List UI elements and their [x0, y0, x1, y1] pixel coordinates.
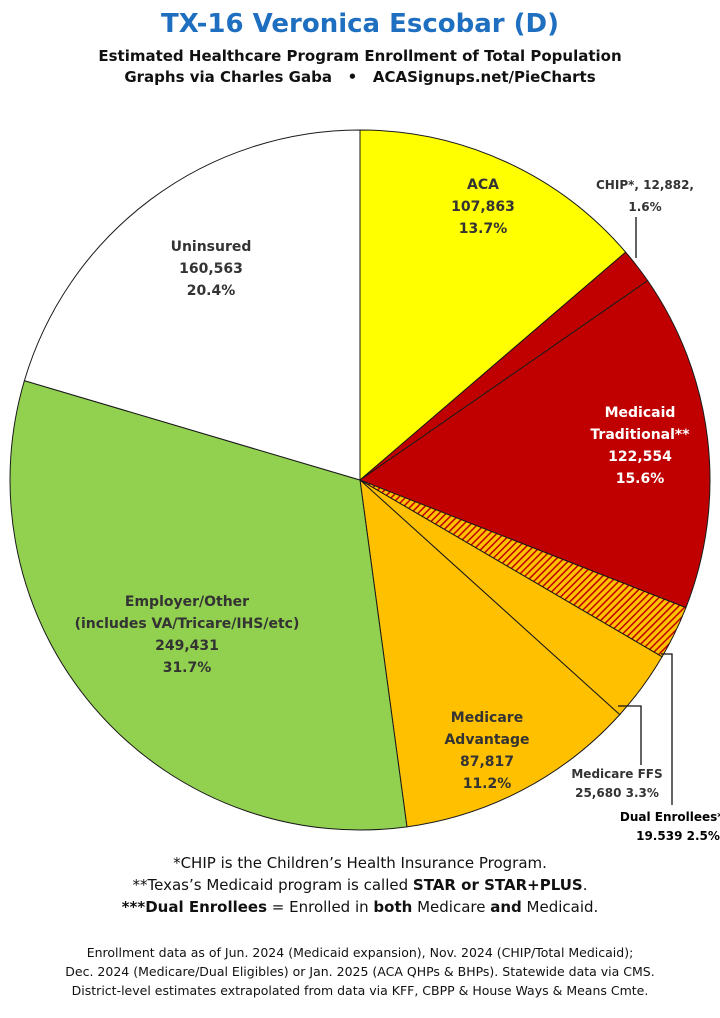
slice-label-chip: CHIP*, 12,882, 1.6% [596, 178, 694, 214]
leader-lines [618, 217, 673, 805]
slice-label-aca-line: 107,863 [451, 199, 515, 215]
leader-line-dual [661, 653, 673, 805]
chart-header: TX-16 Veronica Escobar (D) Estimated Hea… [0, 8, 720, 88]
slice-label-ffs-line: Medicare FFS [571, 767, 662, 781]
slice-labels: ACA 107,863 13.7% CHIP*, 12,882, 1.6% Medicai… [75, 177, 720, 843]
slice-label-dual-line: Dual Enrollees*** [620, 810, 720, 824]
slice-label-medicaid-line: Traditional** [590, 427, 690, 443]
note-dual: ***Dual Enrollees = Enrolled in both Med… [121, 898, 599, 916]
pie-chart-container: ACA 107,863 13.7% CHIP*, 12,882, 1.6% Medicai… [0, 110, 720, 843]
slice-label-ffs-line: 25,680 3.3% [575, 786, 659, 800]
pie-slice-uninsured [23, 129, 361, 481]
source-line-1: Enrollment data as of Jun. 2024 (Medicai… [86, 945, 634, 960]
slice-label-ma-line: Medicare [451, 710, 523, 726]
slice-label-employer-line: Employer/Other [125, 594, 249, 610]
slice-label-employer: Employer/Other (includes VA/Tricare/IHS/e… [75, 594, 300, 676]
slice-label-uninsured-line: Uninsured [171, 239, 252, 255]
slice-label-employer-line: 31.7% [163, 660, 212, 676]
slice-label-dual-line: 19,539 2.5% [636, 829, 720, 840]
slice-label-ma: Medicare Advantage 87,817 11.2% [444, 710, 529, 792]
pie-slice-ma [359, 478, 621, 828]
slice-label-ma-line: Advantage [444, 732, 529, 748]
slice-label-uninsured-line: 20.4% [187, 283, 236, 299]
pie-slices [9, 129, 711, 831]
slice-label-uninsured: Uninsured 160,563 20.4% [171, 239, 252, 299]
slice-label-medicaid-line: Medicaid [605, 405, 676, 421]
slice-label-employer-line: 249,431 [155, 638, 219, 654]
slice-label-dual: Dual Enrollees*** 19,539 2.5% [620, 810, 720, 840]
slice-label-uninsured-line: 160,563 [179, 261, 243, 277]
chart-credit: Graphs via Charles Gaba • ACASignups.net… [124, 68, 596, 86]
source-line-3: District-level estimates extrapolated fr… [71, 983, 649, 998]
slice-label-aca: ACA 107,863 13.7% [451, 177, 515, 237]
note-chip: *CHIP is the Children’s Health Insurance… [173, 854, 547, 872]
pie-chart: ACA 107,863 13.7% CHIP*, 12,882, 1.6% Medicai… [9, 129, 720, 843]
slice-label-chip-line: 1.6% [628, 200, 661, 214]
slice-label-medicaid: Medicaid Traditional** 122,554 15.6% [590, 405, 690, 487]
chart-title: TX-16 Veronica Escobar (D) [160, 9, 560, 39]
slice-label-chip-line: CHIP*, 12,882, [596, 178, 694, 192]
pie-slice-medicaid [358, 279, 711, 609]
slice-label-ma-line: 87,817 [460, 754, 514, 770]
slice-label-ma-line: 11.2% [463, 776, 512, 792]
note-medicaid: **Texas’s Medicaid program is called STA… [132, 876, 588, 894]
source-footer: Enrollment data as of Jun. 2024 (Medicai… [0, 943, 720, 1000]
slice-label-aca-line: 13.7% [459, 221, 508, 237]
slice-label-aca-line: ACA [467, 177, 499, 193]
slice-label-employer-line: (includes VA/Tricare/IHS/etc) [75, 616, 300, 632]
slice-label-medicaid-line: 122,554 [608, 449, 672, 465]
footnotes: *CHIP is the Children’s Health Insurance… [0, 852, 720, 918]
leader-line-ffs [618, 705, 642, 765]
pie-slice-aca [359, 129, 627, 482]
source-line-2: Dec. 2024 (Medicare/Dual Eligibles) or J… [65, 964, 655, 979]
slice-label-medicaid-line: 15.6% [616, 471, 665, 487]
chart-subtitle: Estimated Healthcare Program Enrollment … [98, 47, 622, 65]
pie-slice-employer [9, 380, 408, 831]
slice-label-ffs: Medicare FFS 25,680 3.3% [571, 767, 662, 800]
